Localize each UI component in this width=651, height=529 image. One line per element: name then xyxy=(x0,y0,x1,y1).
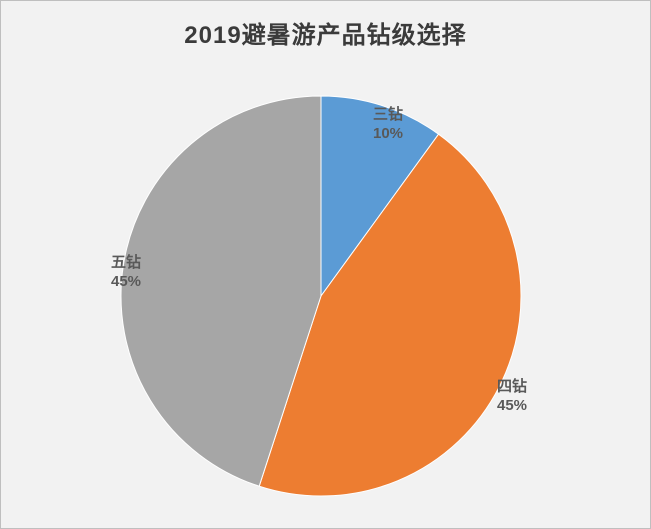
slice-label-five-diamond: 五钻 45% xyxy=(111,254,141,292)
slice-name: 四钻 xyxy=(497,378,527,395)
slice-pct: 45% xyxy=(111,273,141,290)
slice-label-four-diamond: 四钻 45% xyxy=(497,378,527,416)
slice-name: 三钻 xyxy=(373,106,403,123)
chart-title: 2019避暑游产品钻级选择 xyxy=(1,1,650,50)
slice-name: 五钻 xyxy=(111,254,141,271)
slice-label-three-diamond: 三钻 10% xyxy=(373,106,403,144)
slice-pct: 10% xyxy=(373,125,403,142)
pie-area: 三钻 10% 四钻 45% 五钻 45% xyxy=(1,66,651,526)
pie-svg xyxy=(1,66,651,526)
slice-pct: 45% xyxy=(497,397,527,414)
chart-container: 2019避暑游产品钻级选择 三钻 10% 四钻 45% 五钻 45% xyxy=(0,0,651,529)
